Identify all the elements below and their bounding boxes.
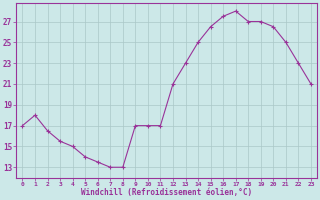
X-axis label: Windchill (Refroidissement éolien,°C): Windchill (Refroidissement éolien,°C)	[81, 188, 252, 197]
